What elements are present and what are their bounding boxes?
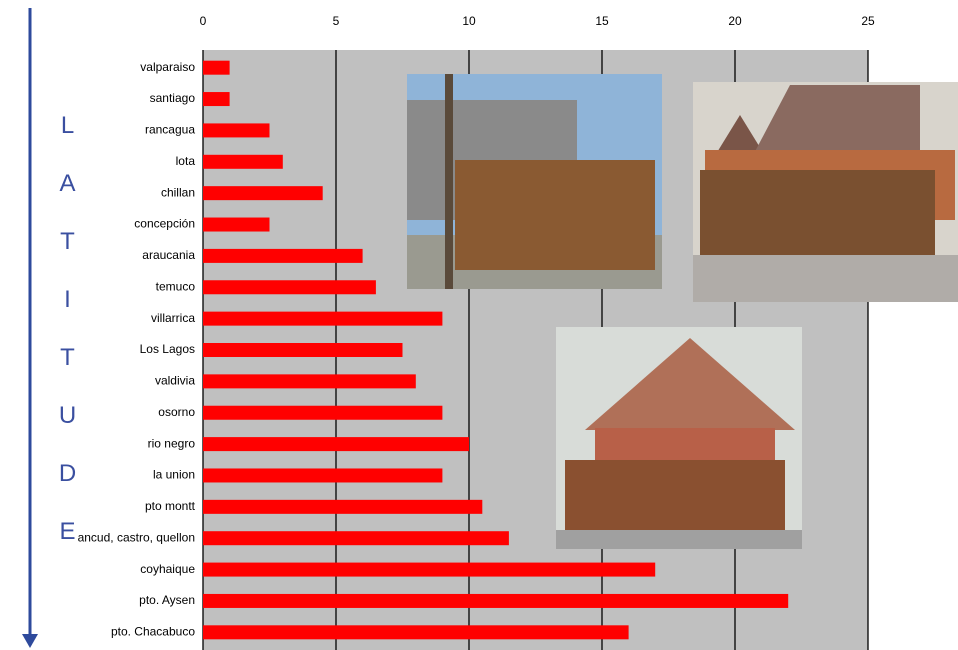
bar [203, 531, 509, 546]
bar [203, 92, 230, 107]
y-tick-label: temuco [156, 279, 196, 293]
photo [556, 327, 802, 549]
bar [203, 311, 443, 326]
bar [203, 437, 469, 452]
x-tick-label: 20 [728, 14, 742, 28]
bar [203, 625, 629, 640]
y-tick-label: valparaiso [140, 60, 195, 74]
y-tick-label: Los Lagos [140, 342, 195, 356]
photo [407, 74, 662, 289]
y-tick-label: rio negro [148, 436, 196, 450]
x-tick-label: 5 [333, 14, 340, 28]
bar [203, 186, 323, 201]
y-axis-label: LATITUDE [54, 112, 81, 576]
bar [203, 468, 443, 483]
y-tick-label: araucania [142, 248, 195, 262]
bar [203, 593, 789, 608]
y-tick-label: valdivia [155, 374, 195, 388]
y-tick-label: chillan [161, 185, 195, 199]
arrow-head [22, 634, 38, 648]
bar [203, 217, 270, 232]
bar [203, 405, 443, 420]
x-tick-label: 0 [200, 14, 207, 28]
bar [203, 562, 656, 577]
y-tick-label: concepción [134, 217, 195, 231]
x-tick-label: 25 [861, 14, 875, 28]
y-tick-label: pto montt [145, 499, 196, 513]
bar [203, 60, 230, 75]
y-tick-label: osorno [158, 405, 195, 419]
y-tick-label: lota [176, 154, 196, 168]
bar [203, 154, 283, 169]
bar [203, 343, 403, 357]
bar [203, 374, 416, 389]
y-tick-label: coyhaique [140, 562, 195, 576]
y-tick-label: pto. Chacabuco [111, 624, 195, 638]
bar [203, 123, 270, 138]
y-tick-label: santiago [150, 91, 196, 105]
bar [203, 248, 363, 263]
bar [203, 499, 483, 514]
y-tick-label: pto. Aysen [139, 593, 195, 607]
y-tick-label: villarrica [151, 311, 195, 325]
y-tick-label: rancagua [145, 123, 195, 137]
y-tick-label: ancud, castro, quellon [78, 530, 195, 544]
x-tick-label: 15 [595, 14, 609, 28]
photo [693, 82, 958, 302]
bar [203, 280, 376, 295]
x-tick-label: 10 [462, 14, 476, 28]
y-tick-label: la union [153, 468, 195, 482]
